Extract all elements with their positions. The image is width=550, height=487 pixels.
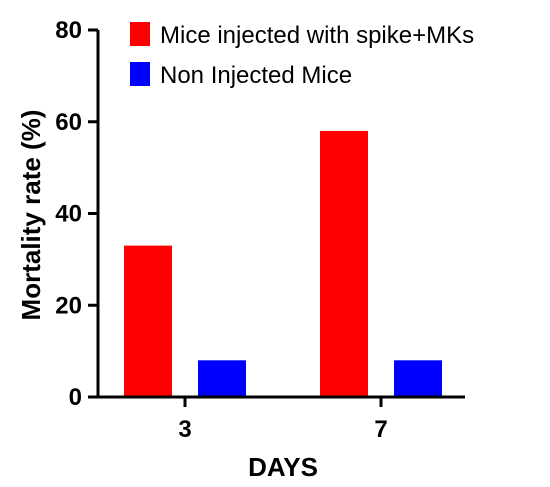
y-tick-label: 80 [55,17,82,44]
x-axis-title: DAYS [248,452,318,482]
legend-label-spike-mks: Mice injected with spike+MKs [160,22,474,49]
y-tick-label: 60 [55,109,82,136]
bar-non-injected-day-3 [198,360,246,397]
legend-swatch-non-injected [130,62,150,86]
y-tick-label: 0 [69,384,82,411]
y-ticks: 0 20 40 60 80 [55,17,98,411]
bar-spike-mks-day-7 [320,130,368,398]
legend-label-non-injected: Non Injected Mice [160,62,352,89]
y-tick-label: 40 [55,201,82,228]
bars-layer [124,130,442,398]
bar-spike-mks-day-3 [124,245,172,397]
y-tick-label: 20 [55,292,82,319]
legend: Mice injected with spike+MKs Non Injecte… [130,22,474,89]
bar-non-injected-day-7 [394,360,442,397]
y-axis-title: Mortality rate (%) [16,110,46,321]
legend-swatch-spike-mks [130,22,150,46]
x-tick-label: 3 [178,416,191,443]
x-tick-label: 7 [374,416,387,443]
